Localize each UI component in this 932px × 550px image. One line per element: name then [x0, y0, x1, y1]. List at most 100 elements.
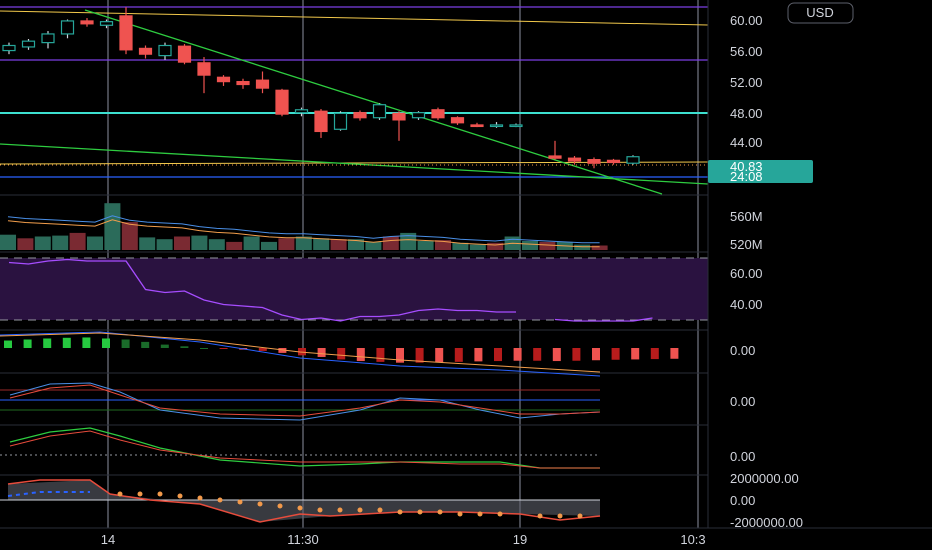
volume-bar — [69, 232, 86, 250]
macd-histogram-bar — [396, 348, 404, 363]
candle-body — [470, 124, 484, 128]
macd-histogram-bar — [415, 348, 424, 363]
rsi-line — [554, 317, 653, 322]
y-tick-label: 44.00 — [730, 135, 763, 150]
candle-body — [567, 157, 582, 162]
candle-body — [119, 15, 133, 51]
x-tick-label: 10:3 — [680, 532, 705, 547]
macd-histogram-bar — [592, 348, 600, 361]
y-tick-label: -2000000.00 — [730, 515, 803, 530]
candle-body — [99, 21, 114, 26]
volume-bar — [313, 238, 330, 250]
price-badge-price: 40.83 — [730, 159, 763, 174]
volume-bar — [365, 241, 382, 250]
macd-histogram-bar — [474, 348, 483, 362]
y-tick-label: 48.00 — [730, 106, 763, 121]
volume-bar — [435, 240, 451, 250]
candle-body — [372, 104, 387, 119]
volume-group — [0, 203, 608, 250]
currency-label: USD — [806, 5, 833, 20]
candle-body — [626, 156, 640, 164]
candle-body — [216, 76, 231, 83]
macd-histogram-bar — [180, 346, 189, 348]
y-tick-label: 40.00 — [730, 297, 763, 312]
macd-histogram-bar — [454, 348, 463, 362]
candle-body — [158, 44, 172, 57]
volume-ma-line-2 — [7, 219, 600, 248]
macd-histogram-bar — [650, 348, 659, 360]
y-tick-label: 60.00 — [730, 266, 763, 281]
candle-body — [60, 20, 75, 35]
candle-body — [255, 79, 270, 89]
macd-line — [0, 332, 601, 373]
macd-histogram-bar — [43, 338, 52, 348]
price-badge: 40.83 24:08 — [708, 159, 813, 184]
candle-body — [2, 44, 16, 52]
volume-bar — [487, 242, 504, 250]
macd-histogram-bar — [494, 348, 502, 362]
x-tick-label: 14 — [101, 532, 115, 547]
y-tick-label: 52.00 — [730, 75, 763, 90]
y-tick-label: 56.00 — [730, 44, 763, 59]
volume-bar — [348, 239, 364, 250]
macd-histogram-bar — [258, 348, 267, 351]
y-tick-label: 0.00 — [730, 343, 755, 358]
volume-ma-line — [7, 215, 600, 244]
x-tick-label: 19 — [513, 532, 527, 547]
volume-bar — [121, 222, 138, 250]
volume-bar — [17, 238, 34, 250]
candle-body — [21, 40, 36, 48]
volume-bar — [243, 236, 260, 250]
currency-button[interactable]: USD — [787, 2, 854, 24]
candle-body — [606, 159, 621, 164]
volume-bar — [156, 239, 173, 250]
macd-histogram-bar — [121, 339, 130, 348]
macd-histogram-bar — [317, 348, 326, 357]
volume-bar — [278, 238, 295, 250]
green-trendline-flat — [0, 143, 709, 185]
y-tick-label: 520M — [730, 237, 763, 252]
y-tick-label: 60.00 — [730, 13, 763, 28]
volume-bar — [400, 232, 417, 250]
volume-bar — [226, 241, 243, 250]
macd-histogram-bar — [4, 340, 12, 348]
candle-body — [548, 155, 562, 159]
macd-histogram-bar — [611, 348, 620, 360]
volume-bar — [295, 236, 312, 250]
y-tick-label: 0.00 — [730, 493, 755, 508]
pane-separators — [0, 194, 708, 476]
macd-histogram-bar — [435, 348, 444, 363]
candle-body — [431, 109, 445, 119]
candle-body — [275, 89, 289, 115]
macd-histogram-bar — [533, 348, 542, 361]
candle-body — [177, 45, 192, 63]
volume-bar — [104, 203, 121, 250]
volume-bar — [52, 235, 69, 250]
macd-group — [4, 337, 679, 363]
volume-bar — [539, 241, 556, 250]
candle-body — [138, 47, 153, 55]
macd-histogram-bar — [631, 348, 640, 360]
macd-histogram-bar — [376, 348, 385, 362]
rsi-group — [8, 258, 653, 322]
volume-bar — [174, 236, 190, 250]
oscillator-pane-c — [0, 479, 601, 523]
macd-histogram-bar — [337, 348, 346, 360]
macd-histogram-bar — [102, 338, 110, 348]
volume-bar — [87, 236, 103, 250]
volume-bar — [417, 241, 434, 250]
macd-histogram-bar — [572, 348, 581, 361]
oscillator-pane-a — [0, 382, 601, 421]
candle-body — [392, 112, 406, 121]
macd-histogram-bar — [23, 339, 32, 348]
candle-body — [41, 33, 55, 44]
yellow-trendline-top — [0, 10, 709, 26]
volume-bar — [382, 236, 399, 250]
candle-body — [489, 124, 504, 128]
y-axis: 60.00 56.00 52.00 48.00 44.00 560M 520M 60.00 40… — [730, 13, 803, 530]
volume-bar — [191, 235, 208, 250]
volume-bar — [330, 239, 347, 250]
x-tick-label: 11:30 — [287, 532, 319, 547]
candle-body — [197, 62, 211, 76]
